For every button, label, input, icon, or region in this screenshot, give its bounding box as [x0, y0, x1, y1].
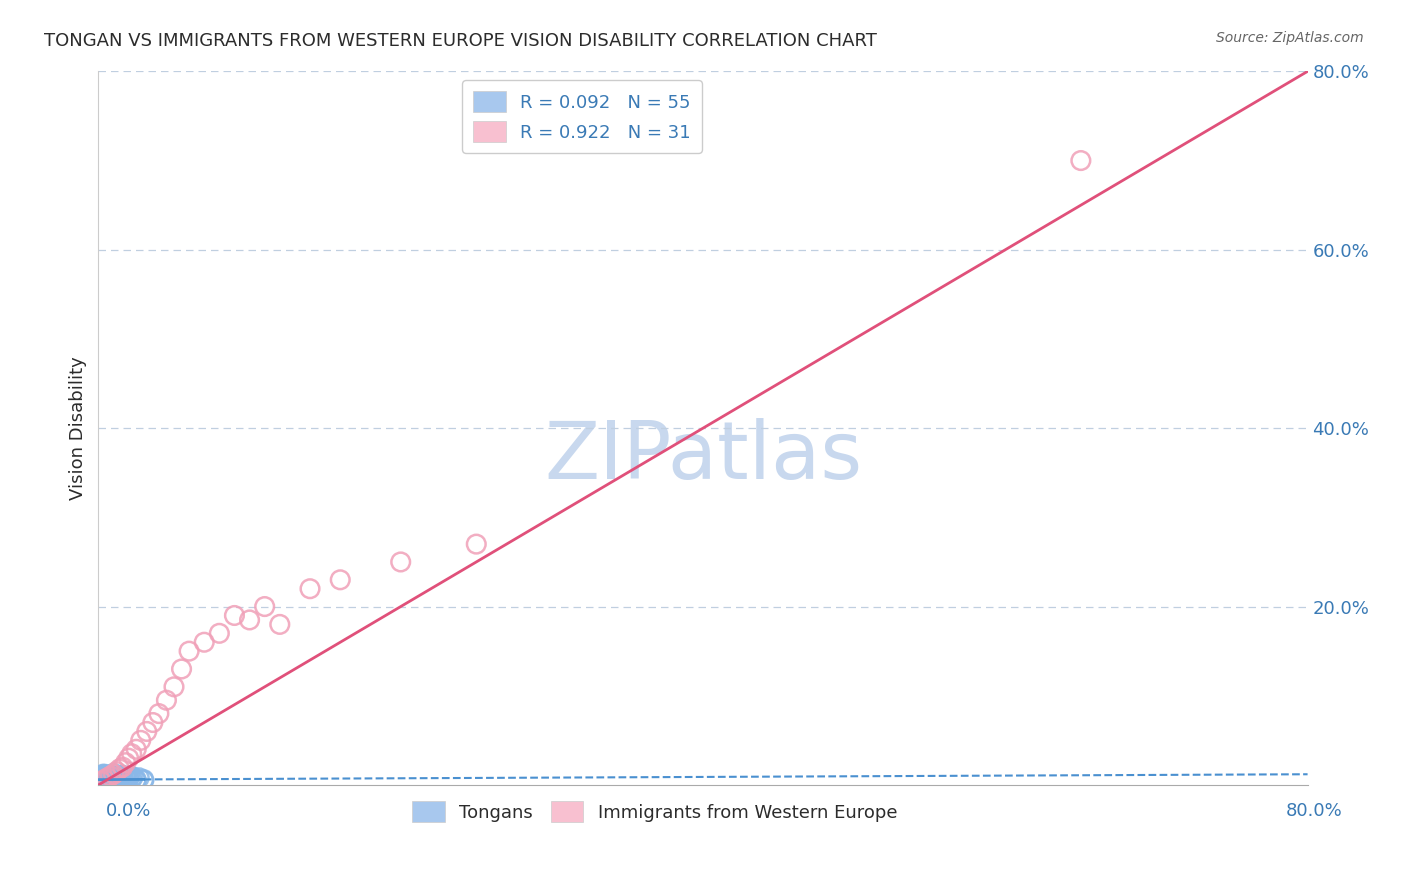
- Point: [118, 771, 141, 785]
- Point: [389, 555, 412, 569]
- Point: [132, 772, 155, 787]
- Point: [128, 771, 150, 785]
- Point: [90, 774, 112, 789]
- Point: [112, 772, 135, 786]
- Point: [96, 772, 118, 786]
- Point: [93, 771, 115, 785]
- Point: [118, 772, 141, 786]
- Point: [100, 769, 122, 783]
- Point: [125, 742, 148, 756]
- Text: Source: ZipAtlas.com: Source: ZipAtlas.com: [1216, 31, 1364, 45]
- Point: [111, 760, 134, 774]
- Point: [329, 573, 352, 587]
- Point: [1070, 153, 1092, 168]
- Point: [90, 769, 112, 783]
- Point: [104, 772, 127, 786]
- Point: [94, 772, 117, 787]
- Point: [100, 772, 122, 787]
- Point: [107, 772, 129, 787]
- Point: [94, 773, 117, 788]
- Point: [135, 724, 157, 739]
- Point: [111, 772, 134, 786]
- Point: [98, 770, 121, 784]
- Point: [129, 733, 152, 747]
- Point: [94, 772, 117, 787]
- Point: [125, 773, 148, 788]
- Point: [103, 771, 125, 785]
- Point: [108, 769, 131, 783]
- Point: [122, 770, 145, 784]
- Point: [90, 774, 112, 789]
- Point: [118, 751, 141, 765]
- Point: [269, 617, 291, 632]
- Point: [155, 693, 177, 707]
- Point: [253, 599, 276, 614]
- Point: [96, 768, 118, 782]
- Point: [163, 680, 186, 694]
- Point: [94, 771, 117, 785]
- Point: [193, 635, 215, 649]
- Point: [108, 762, 131, 776]
- Point: [100, 772, 122, 786]
- Point: [103, 766, 125, 780]
- Point: [142, 715, 165, 730]
- Y-axis label: Vision Disability: Vision Disability: [69, 356, 87, 500]
- Point: [114, 770, 136, 784]
- Point: [121, 747, 143, 761]
- Point: [91, 771, 114, 785]
- Text: ZIPatlas: ZIPatlas: [544, 417, 862, 496]
- Point: [96, 770, 118, 784]
- Point: [91, 773, 114, 788]
- Point: [224, 608, 246, 623]
- Point: [101, 771, 124, 785]
- Point: [110, 771, 132, 785]
- Point: [93, 774, 115, 789]
- Point: [111, 768, 134, 782]
- Point: [299, 582, 322, 596]
- Point: [108, 770, 131, 784]
- Point: [239, 613, 262, 627]
- Point: [148, 706, 170, 721]
- Point: [104, 772, 127, 786]
- Text: 0.0%: 0.0%: [105, 802, 150, 820]
- Point: [93, 769, 115, 783]
- Text: TONGAN VS IMMIGRANTS FROM WESTERN EUROPE VISION DISABILITY CORRELATION CHART: TONGAN VS IMMIGRANTS FROM WESTERN EUROPE…: [44, 32, 877, 50]
- Point: [90, 775, 112, 789]
- Point: [208, 626, 231, 640]
- Point: [101, 769, 124, 783]
- Point: [98, 772, 121, 786]
- Point: [93, 772, 115, 787]
- Point: [98, 774, 121, 789]
- Legend: Tongans, Immigrants from Western Europe: Tongans, Immigrants from Western Europe: [405, 794, 904, 830]
- Point: [101, 771, 124, 785]
- Point: [170, 662, 193, 676]
- Point: [103, 767, 125, 781]
- Point: [179, 644, 201, 658]
- Point: [115, 772, 138, 787]
- Point: [91, 772, 114, 787]
- Point: [100, 768, 122, 782]
- Point: [120, 769, 142, 783]
- Point: [96, 771, 118, 785]
- Point: [132, 773, 155, 788]
- Point: [105, 770, 128, 784]
- Point: [103, 773, 125, 788]
- Point: [96, 775, 118, 789]
- Point: [93, 767, 115, 781]
- Point: [114, 756, 136, 770]
- Point: [105, 764, 128, 779]
- Point: [98, 773, 121, 788]
- Point: [465, 537, 488, 551]
- Point: [121, 772, 143, 786]
- Text: 80.0%: 80.0%: [1286, 802, 1343, 820]
- Point: [105, 772, 128, 787]
- Point: [125, 772, 148, 787]
- Point: [91, 767, 114, 781]
